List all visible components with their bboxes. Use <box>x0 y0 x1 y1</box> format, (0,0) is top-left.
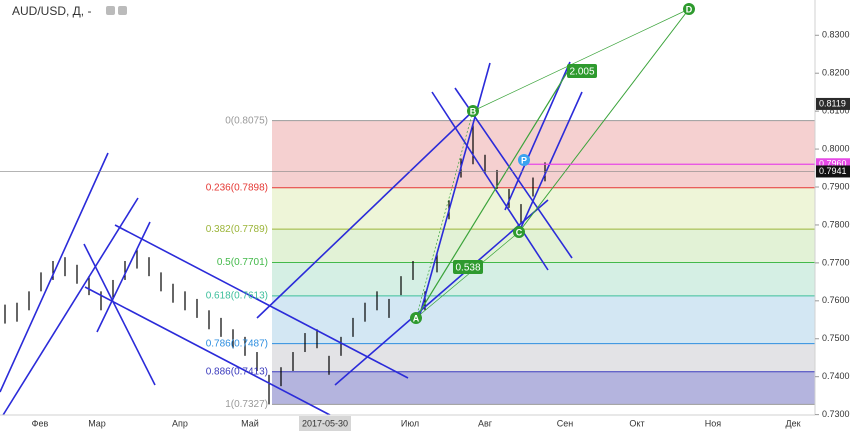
y-tick-label: 0.7500 <box>822 333 850 343</box>
price-bars <box>4 124 546 405</box>
y-tick-label: 0.8000 <box>822 143 850 153</box>
pattern-point <box>467 105 479 117</box>
pattern-point <box>683 3 695 15</box>
axes: 0.7300 0.7400 0.7500 0.7600 0.7700 0.7800 0.79… <box>32 30 850 431</box>
ratio-label: 0.538 <box>455 263 480 274</box>
ratio-label: 2.005 <box>569 67 594 78</box>
y-tick-label: 0.8200 <box>822 68 850 78</box>
trend-line <box>334 199 549 386</box>
ratio-box <box>567 64 597 78</box>
fib-label: 0.5(0.7701) <box>217 257 268 268</box>
pattern-line <box>415 70 569 319</box>
settings-button[interactable] <box>106 6 115 15</box>
y-tick-label: 0.7300 <box>822 409 850 419</box>
y-tick-label: 0.7700 <box>822 257 850 267</box>
pattern-point <box>518 154 530 166</box>
y-tick-label: 0.8300 <box>822 30 850 40</box>
price-tag <box>816 165 850 178</box>
trend-line <box>96 221 151 333</box>
pattern-line <box>472 8 690 112</box>
pattern-point-label: A <box>413 313 420 323</box>
price-tag-label: 0.8119 <box>819 98 846 108</box>
trend-line <box>418 62 491 319</box>
x-tick-label: Май <box>241 418 259 428</box>
fib-zone <box>272 120 815 405</box>
pattern-point <box>513 226 525 238</box>
price-axis <box>815 0 850 415</box>
x-tick-label: Июл <box>401 418 419 428</box>
y-tick-label: 0.8100 <box>822 106 850 116</box>
fib-label: 0(0.8075) <box>225 115 268 126</box>
x-tick-label: Фев <box>32 418 49 428</box>
fib-band <box>272 262 815 296</box>
fib-band <box>272 343 815 372</box>
close-button[interactable] <box>118 6 127 15</box>
fib-label: 0.886(0.7413) <box>206 366 268 377</box>
ratio-box <box>453 260 483 274</box>
trend-line <box>518 91 583 233</box>
fib-label: 0.236(0.7898) <box>206 182 268 193</box>
fib-label: 0.382(0.7789) <box>206 224 268 235</box>
fib-band <box>272 371 815 405</box>
x-tick-label: Окт <box>629 418 644 428</box>
y-tick-label: 0.7900 <box>822 181 850 191</box>
fib-band <box>272 295 815 344</box>
price-tag <box>816 97 850 110</box>
x-tick-label: Дек <box>785 418 800 428</box>
y-tick-label: 0.7400 <box>822 371 850 381</box>
x-tick-label: Ноя <box>705 418 722 428</box>
price-tag-label: 0.7960 <box>819 159 847 169</box>
chart-title: AUD/USD, Д, - <box>12 4 91 18</box>
x-tick-label: Апр <box>172 418 188 428</box>
x-label-highlight <box>299 416 351 431</box>
x-tick-label: 2017-05-30 <box>302 418 348 428</box>
x-tick-label: Сен <box>557 418 574 428</box>
trend-line <box>114 224 409 379</box>
fib-label: 0.618(0.7613) <box>206 291 268 302</box>
time-axis <box>0 415 850 432</box>
pattern-line <box>415 231 520 319</box>
fib-label: 1(0.7327) <box>225 399 268 410</box>
trend-line <box>431 91 549 271</box>
fib-label: 0.786(0.7487) <box>206 338 268 349</box>
price-tag-label: 0.7941 <box>819 166 847 176</box>
fib-band <box>272 229 815 263</box>
pattern-point-label: P <box>521 155 527 165</box>
pattern-point <box>410 312 422 324</box>
trend-line <box>256 110 474 319</box>
trend-line <box>83 243 156 386</box>
overlay: 0(0.8075) 0.236(0.7898) 0.382(0.7789) 0.5(0… <box>0 3 815 410</box>
pattern-line <box>518 8 690 233</box>
x-tick-label: Мар <box>88 418 106 428</box>
trend-line <box>0 152 109 393</box>
x-tick-label: Авг <box>478 418 493 428</box>
fib-band <box>272 187 815 230</box>
trend-line <box>84 286 331 416</box>
pattern-point-label: D <box>686 4 693 14</box>
trend-line <box>0 197 139 421</box>
pattern-lines <box>415 8 690 319</box>
trend-line <box>504 61 571 211</box>
pattern-point-label: B <box>470 106 477 116</box>
pattern-point-label: C <box>516 227 523 237</box>
y-tick-label: 0.7600 <box>822 295 850 305</box>
y-tick-label: 0.7800 <box>822 219 850 229</box>
